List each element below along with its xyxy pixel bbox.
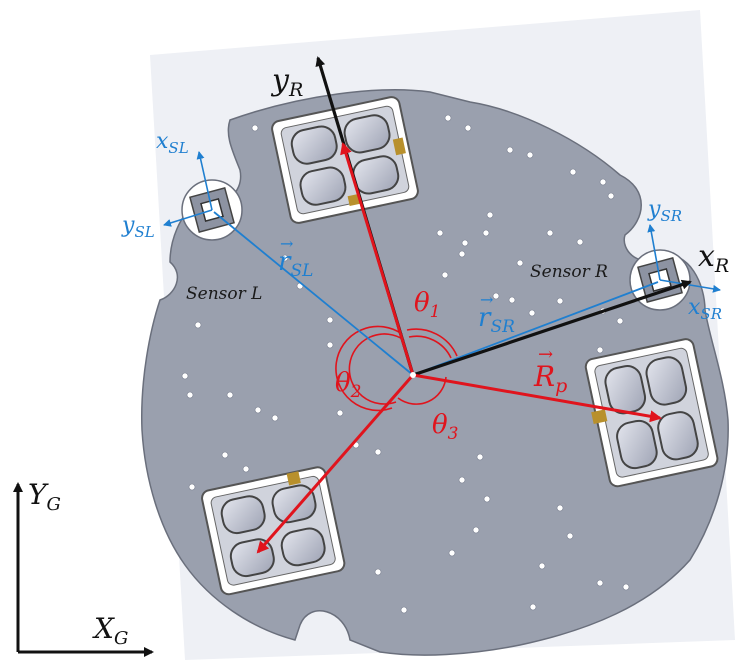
plate-hole [459, 251, 465, 257]
plate-hole [570, 169, 576, 175]
plate-hole [401, 607, 407, 613]
sensor-l-label: Sensor L [186, 284, 262, 304]
plate-hole [375, 569, 381, 575]
plate-hole [327, 342, 333, 348]
X-g-label: XG [92, 612, 128, 649]
plate-hole [449, 550, 455, 556]
robot-origin [410, 372, 416, 378]
plate-hole [557, 505, 563, 511]
plate-hole [597, 347, 603, 353]
plate-hole [222, 452, 228, 458]
plate-hole [509, 297, 515, 303]
plate-hole [567, 533, 573, 539]
plate-hole [442, 272, 448, 278]
plate-hole [597, 580, 603, 586]
plate-hole [462, 240, 468, 246]
Y-g-label: YG [28, 478, 61, 515]
plate-hole [272, 415, 278, 421]
rp-accent: → [538, 344, 553, 365]
plate-hole [623, 584, 629, 590]
plate-hole [517, 260, 523, 266]
plate-hole [465, 125, 471, 131]
plate-hole [557, 298, 563, 304]
plate-hole [195, 322, 201, 328]
sensor-r-label: Sensor R [530, 262, 608, 282]
plate-hole [527, 152, 533, 158]
plate-hole [473, 527, 479, 533]
plate-hole [577, 239, 583, 245]
plate-hole [484, 496, 490, 502]
plate-hole [493, 293, 499, 299]
x-r-label: xR [698, 239, 729, 277]
plate-hole [445, 115, 451, 121]
plate-hole [252, 125, 258, 131]
plate-hole [608, 193, 614, 199]
plate-hole [507, 147, 513, 153]
plate-hole [227, 392, 233, 398]
plate-hole [327, 317, 333, 323]
plate-hole [459, 477, 465, 483]
plate-hole [617, 318, 623, 324]
plate-hole [477, 454, 483, 460]
plate-hole [189, 484, 195, 490]
plate-hole [243, 466, 249, 472]
plate-hole [539, 563, 545, 569]
plate-hole [529, 310, 535, 316]
r-sr-accent: → [480, 290, 493, 309]
r-sl-accent: → [280, 234, 293, 253]
plate-hole [337, 410, 343, 416]
plate-hole [182, 373, 188, 379]
plate-hole [187, 392, 193, 398]
plate-hole [487, 212, 493, 218]
plate-hole [255, 407, 261, 413]
y-sl-label: ySL [121, 213, 155, 241]
plate-hole [437, 230, 443, 236]
plate-hole [530, 604, 536, 610]
plate-hole [600, 179, 606, 185]
plate-hole [375, 449, 381, 455]
plate-hole [483, 230, 489, 236]
plate-hole [547, 230, 553, 236]
